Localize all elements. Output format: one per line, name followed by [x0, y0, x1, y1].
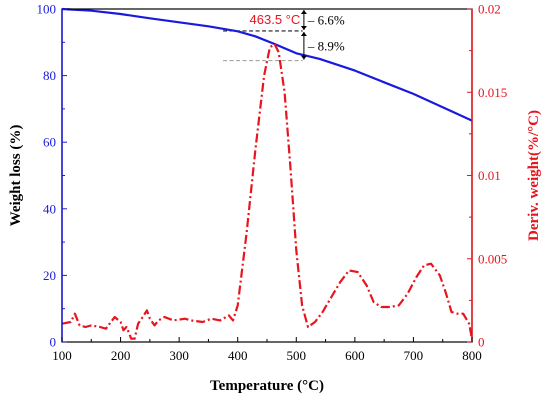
step-2-arrow-top [300, 31, 307, 36]
annotation-layer [300, 10, 307, 60]
step-1-arrow-bottom [300, 25, 307, 30]
peak-temperature-label: 463.5 °C [250, 12, 301, 27]
right-axis-ticks: 0 0.005 0.01 0.015 0.02 [467, 2, 507, 350]
right-tick-label: 0 [478, 335, 485, 350]
left-axis-title: Weight loss (%) [8, 125, 24, 227]
step-1-arrow-top [300, 10, 307, 14]
left-tick-label: 20 [43, 268, 56, 283]
right-axis-title: Deriv. weight(%/°C) [526, 110, 542, 241]
left-axis-ticks: 0 20 40 60 80 100 [37, 2, 67, 350]
right-tick-label: 0.02 [478, 2, 501, 17]
x-tick-label: 200 [111, 348, 131, 363]
left-tick-label: 60 [43, 135, 56, 150]
series-layer [61, 7, 474, 340]
right-tick-label: 0.015 [478, 85, 507, 100]
right-tick-label: 0.005 [478, 251, 507, 266]
left-tick-label: 100 [37, 2, 57, 17]
weight-step-2-label: – 8.9% [307, 38, 345, 53]
weight-loss-line [61, 7, 473, 122]
left-tick-label: 0 [50, 335, 57, 350]
plot-frame [61, 8, 473, 343]
x-tick-label: 100 [52, 348, 72, 363]
left-tick-label: 80 [43, 68, 56, 83]
x-tick-label: 300 [169, 348, 189, 363]
x-tick-label: 500 [287, 348, 307, 363]
x-axis-ticks: 100 200 300 400 500 600 700 800 [52, 337, 482, 363]
weight-step-1-label: – 6.6% [307, 12, 345, 27]
x-axis-title: Temperature (°C) [210, 378, 324, 394]
x-tick-label: 800 [462, 348, 482, 363]
x-tick-label: 600 [345, 348, 365, 363]
right-tick-label: 0.01 [478, 168, 501, 183]
left-tick-label: 40 [43, 201, 56, 216]
derivative-weight-line [61, 42, 474, 340]
x-tick-label: 400 [228, 348, 248, 363]
x-tick-label: 700 [404, 348, 424, 363]
step-2-arrow-bottom [300, 55, 307, 60]
